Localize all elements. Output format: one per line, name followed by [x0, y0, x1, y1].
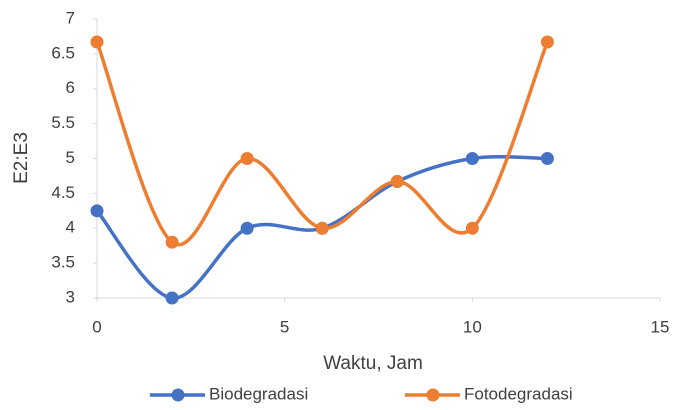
y-tick-label: 6 — [66, 78, 75, 97]
point — [315, 221, 329, 235]
y-tick-label: 7 — [66, 8, 75, 27]
y-axis-title: E2:E3 — [11, 132, 32, 184]
y-tick-label: 3 — [66, 287, 75, 306]
point — [390, 175, 404, 189]
point — [465, 221, 479, 235]
legend-marker — [171, 388, 185, 402]
x-axis-title: Waktu, Jam — [323, 353, 423, 374]
legend-marker — [426, 388, 440, 402]
x-tick-label: 10 — [463, 317, 482, 336]
legend-label: Fotodegradasi — [464, 384, 573, 403]
point — [540, 35, 554, 49]
y-tick-label: 6.5 — [51, 43, 75, 62]
legend-label: Biodegradasi — [209, 384, 308, 403]
point — [165, 291, 179, 305]
x-tick-label: 15 — [651, 317, 670, 336]
point — [165, 235, 179, 249]
point — [240, 152, 254, 165]
y-tick-label: 5.5 — [51, 113, 75, 132]
point — [540, 152, 554, 165]
y-tick-label: 4.5 — [51, 183, 75, 202]
point — [90, 204, 104, 218]
x-tick-label: 0 — [92, 317, 101, 336]
y-tick-label: 4 — [66, 218, 75, 237]
x-tick-label: 5 — [280, 317, 289, 336]
point — [90, 35, 104, 49]
series-line — [95, 41, 550, 247]
y-tick-label: 3.5 — [51, 253, 75, 272]
y-tick-label: 5 — [66, 148, 75, 167]
point — [465, 152, 479, 165]
point — [240, 221, 254, 235]
